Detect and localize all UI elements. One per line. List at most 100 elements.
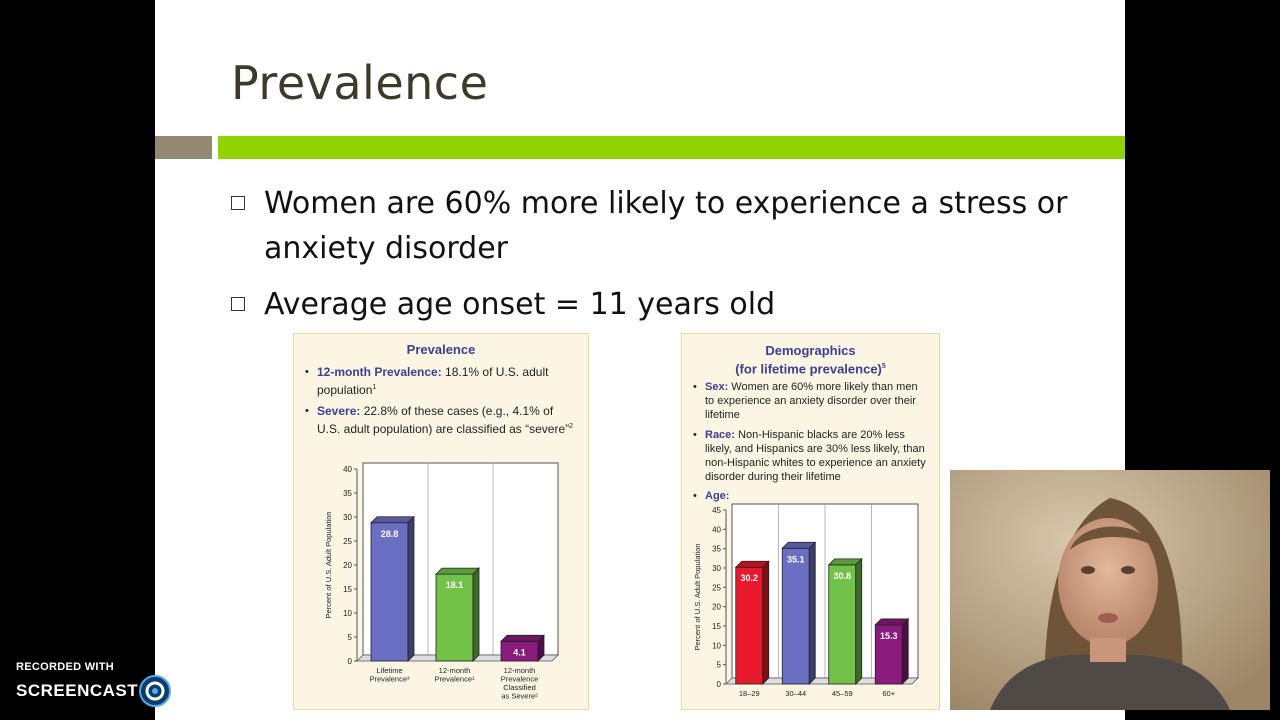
- title-accent-gray: [155, 136, 212, 159]
- bar-value-label: 30.2: [740, 573, 758, 583]
- bar-side: [762, 560, 770, 685]
- panel-item-12-month: • 12-month Prevalence: 18.1% of U.S. adu…: [305, 365, 579, 398]
- bar-side: [472, 567, 480, 662]
- panel-item-text: 18.1% of U.S. adult population: [317, 365, 549, 397]
- panel-item-sex: • Sex: Women are 60% more likely than me…: [693, 380, 929, 422]
- demographics-panel: Demographics (for lifetime prevalence)5 …: [681, 333, 940, 710]
- panel-item-text: Non-Hispanic blacks are 20% less likely,…: [705, 429, 926, 483]
- slide-bullet-2: Average age onset = 11 years old: [231, 282, 1081, 327]
- bullet-dot-icon: •: [693, 429, 697, 441]
- bar: [828, 564, 857, 685]
- panel-item-key: Sex:: [705, 381, 729, 393]
- x-category-label: 60+: [882, 689, 895, 698]
- y-tick-label: 10: [712, 641, 721, 650]
- y-tick-label: 45: [712, 506, 721, 515]
- screencast-logo-icon: [139, 675, 171, 707]
- bar-value-label: 35.1: [787, 554, 805, 564]
- presentation-slide: Prevalence Women are 60% more likely to …: [155, 0, 1125, 720]
- y-tick-label: 0: [348, 657, 353, 666]
- title-accent-green: [218, 136, 1125, 159]
- x-category-label: as Severe²: [501, 692, 538, 701]
- y-tick-label: 20: [343, 561, 352, 570]
- demographics-title-line1: Demographics: [765, 343, 856, 358]
- bar-value-label: 15.3: [880, 631, 898, 641]
- x-category-label: Prevalence: [501, 675, 539, 684]
- bar-side: [407, 515, 415, 662]
- panel-item-race: • Race: Non-Hispanic blacks are 20% less…: [693, 428, 929, 484]
- watermark-brand-left: SCREENCAST: [16, 681, 139, 700]
- slide-bullet-1: Women are 60% more likely to experience …: [231, 181, 1081, 271]
- bullet-dot-icon: •: [305, 366, 309, 378]
- y-tick-label: 40: [712, 525, 721, 534]
- bullet-dot-icon: •: [693, 490, 697, 502]
- x-category-label: 12-month: [504, 666, 536, 675]
- age-bar-chart: 0 5 10 15 20 25 30 35 40 45 Percent of U.S. Adult …: [693, 503, 919, 698]
- bar-top: [435, 567, 480, 575]
- panel-item-key: 12-month Prevalence:: [317, 365, 442, 379]
- x-category-label: 18–29: [739, 689, 760, 698]
- y-tick-label: 30: [712, 564, 721, 573]
- webcam-video: [950, 470, 1270, 710]
- demographics-panel-title: Demographics (for lifetime prevalence)5: [682, 343, 939, 377]
- face-shape: [1058, 518, 1158, 646]
- footnote-ref: 2: [569, 423, 574, 430]
- x-category-label: Prevalence¹: [434, 675, 475, 684]
- watermark-brand-right: MATIC: [176, 681, 232, 700]
- y-tick-label: 15: [712, 622, 721, 631]
- y-tick-label: 0: [717, 680, 722, 689]
- footnote-ref: 1: [372, 384, 377, 391]
- bullet-dot-icon: •: [305, 405, 309, 417]
- bar-top: [370, 516, 415, 524]
- panel-item-severe: • Severe: 22.8% of these cases (e.g., 4.…: [305, 404, 579, 437]
- panel-item-key: Age:: [705, 490, 730, 502]
- x-category-label: Classified: [503, 683, 536, 692]
- bar: [781, 547, 810, 685]
- y-tick-label: 5: [717, 661, 722, 670]
- y-axis-label: Percent of U.S. Adult Population: [693, 543, 702, 650]
- y-axis-label: Percent of U.S. Adult Population: [324, 511, 333, 618]
- y-tick-label: 20: [712, 603, 721, 612]
- y-tick-label: 25: [343, 537, 352, 546]
- panel-item-text: Women are 60% more likely than men to ex…: [705, 381, 918, 421]
- slide-title: Prevalence: [231, 56, 489, 110]
- y-tick-label: 10: [343, 609, 352, 618]
- shirt-shape: [990, 654, 1230, 710]
- y-tick-label: 40: [343, 465, 352, 474]
- presenter-video-frame: [950, 470, 1270, 710]
- checkbox-bullet-icon: [231, 196, 245, 210]
- x-category-label: 30–44: [785, 689, 806, 698]
- bar-side: [855, 557, 863, 685]
- prevalence-bar-chart: 0 5 10 15 20 25 30 35 40 Percent of U.S. Adult Po…: [324, 462, 559, 701]
- bar: [874, 624, 903, 685]
- bar: [370, 522, 409, 662]
- x-category-label: Prevalence³: [369, 675, 410, 684]
- slide-bullet-text: Women are 60% more likely to experience …: [264, 186, 1068, 266]
- x-category-label: 12-month: [439, 666, 471, 675]
- checkbox-bullet-icon: [231, 297, 245, 311]
- x-category-label: 45–59: [832, 689, 853, 698]
- bar-side: [808, 541, 816, 685]
- y-tick-label: 25: [712, 583, 721, 592]
- bar-top: [500, 634, 545, 642]
- prevalence-panel-title: Prevalence: [406, 342, 476, 357]
- panel-item-text: 22.8% of these cases (e.g., 4.1% of U.S.…: [317, 404, 570, 436]
- panel-item-age: • Age:: [693, 489, 929, 503]
- bar-value-label: 4.1: [513, 647, 526, 657]
- footnote-ref: 5: [881, 363, 886, 370]
- y-tick-label: 30: [343, 513, 352, 522]
- bar: [735, 566, 764, 685]
- bar-side: [537, 634, 545, 662]
- y-tick-label: 35: [343, 489, 352, 498]
- bar-value-label: 28.8: [381, 529, 399, 539]
- x-category-label: Lifetime: [376, 666, 402, 675]
- bar-side: [901, 617, 909, 685]
- watermark-recorded-with: RECORDED WITH: [16, 661, 115, 673]
- bar-value-label: 30.8: [833, 571, 851, 581]
- y-tick-label: 5: [348, 633, 353, 642]
- y-tick-label: 15: [343, 585, 352, 594]
- panel-item-key: Severe:: [317, 404, 361, 418]
- bar: [435, 573, 474, 662]
- prevalence-panel: Prevalence • 12-month Prevalence: 18.1% …: [293, 333, 589, 710]
- slide-bullet-text: Average age onset = 11 years old: [264, 287, 776, 322]
- bar-value-label: 18.1: [446, 580, 464, 590]
